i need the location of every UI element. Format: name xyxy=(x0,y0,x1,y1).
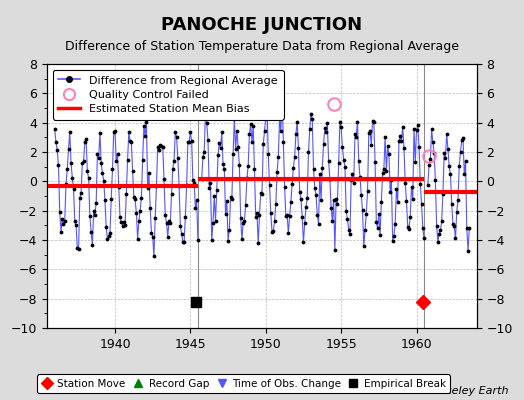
Legend: Station Move, Record Gap, Time of Obs. Change, Empirical Break: Station Move, Record Gap, Time of Obs. C… xyxy=(37,374,450,393)
Legend: Difference from Regional Average, Quality Control Failed, Estimated Station Mean: Difference from Regional Average, Qualit… xyxy=(53,70,283,120)
Text: PANOCHE JUNCTION: PANOCHE JUNCTION xyxy=(161,16,363,34)
Text: Berkeley Earth: Berkeley Earth xyxy=(426,386,508,396)
Text: Difference of Station Temperature Data from Regional Average: Difference of Station Temperature Data f… xyxy=(65,40,459,53)
